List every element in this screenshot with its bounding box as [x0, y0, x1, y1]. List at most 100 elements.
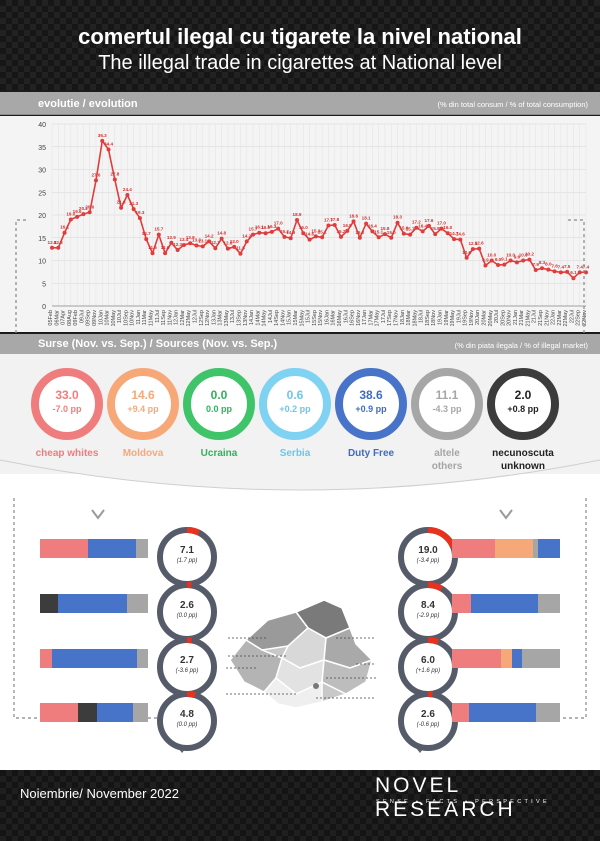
x-tick-label: 14Jul [268, 310, 274, 323]
data-label: 17.0 [437, 221, 446, 226]
data-point [320, 235, 325, 240]
x-tick-label: 14Nov [280, 310, 286, 326]
data-label: 15.1 [374, 229, 383, 234]
x-tick-label: 22Mar [557, 310, 563, 326]
data-point [565, 269, 570, 274]
x-tick-label: 21Jul [532, 310, 538, 323]
region-delta: (-3.6 pp) [175, 668, 199, 674]
x-tick-label: 16Jul [343, 310, 349, 323]
data-label: 11.6 [148, 245, 157, 250]
x-tick-label: 11May [149, 310, 155, 326]
x-tick-label: 22Jul [569, 310, 575, 323]
data-label: 19.0 [66, 212, 75, 217]
data-label: 15.9 [399, 226, 408, 231]
source-name: Ucraina [200, 448, 238, 459]
region-ring: 2.7 (-3.6 pp) [157, 637, 217, 697]
data-point [584, 270, 588, 275]
source-delta: 0.0 pp [205, 404, 232, 414]
x-tick-label: 12Nov [205, 310, 211, 326]
header-banner: comertul ilegal cu tigarete la nivel nat… [0, 0, 600, 90]
region-source-bar [40, 539, 148, 558]
x-tick-label: 08Aug [67, 310, 73, 326]
source-item: 14.6 +9.4 pp Moldova [106, 368, 180, 460]
x-tick-label: 20May [488, 310, 494, 327]
region-delta: (-3.4 pp) [416, 558, 440, 564]
bar-segment [452, 703, 470, 722]
x-tick-label: 18May [412, 310, 418, 327]
x-tick-label: 07Apr [61, 310, 67, 325]
region-source-bar [452, 703, 560, 722]
data-label: 15.1 [318, 229, 327, 234]
data-label: 24.4 [123, 187, 132, 192]
source-ring: 2.0 +0.8 pp [487, 368, 559, 440]
data-label: 8.3 [539, 260, 546, 265]
x-tick-label: 12Jan [174, 310, 180, 325]
data-point [131, 207, 136, 212]
x-tick-label: 19May [450, 310, 456, 327]
bar-segment [40, 649, 52, 668]
chart-panel: 0 5 10 15 20 25 30 35 40 05Feb 06Mar 07Apr 08Aug 09Fe… [0, 116, 600, 332]
source-item: 0.6 +0.2 pp Serbia [258, 368, 332, 460]
evolution-line-chart: 0 5 10 15 20 25 30 35 40 05Feb 06Mar 07Apr 08Aug 09Fe… [38, 122, 589, 327]
data-label: 12.7 [211, 240, 220, 245]
x-tick-label: 14Sep [274, 310, 280, 326]
data-label: 11.6 [161, 245, 170, 250]
data-label: 12.8 [54, 240, 63, 245]
x-tick-label: 15Sep [312, 310, 318, 326]
data-point [163, 251, 168, 256]
source-name: Moldova [122, 448, 164, 459]
x-tick-label: 12Jul [192, 310, 198, 323]
x-tick-label: 15May [299, 310, 305, 327]
source-ring: 0.0 0.0 pp [183, 368, 255, 440]
x-tick-label: 20Jul [494, 310, 500, 323]
source-delta: +0.2 pp [279, 404, 311, 414]
x-tick-label: 18Sep [425, 310, 431, 326]
source-name: altele [434, 448, 460, 459]
data-label: 17.0 [274, 221, 283, 226]
report-date: Noiembrie/ November 2022 [20, 786, 179, 801]
data-point [93, 178, 98, 183]
x-tick-label: 10Jul [117, 310, 123, 323]
romania-map [226, 599, 376, 709]
data-label: 21.6 [117, 200, 126, 205]
x-tick-label: 21Nov [544, 310, 550, 326]
data-point [433, 232, 438, 237]
bar-segment [538, 539, 560, 558]
region-delta: (0.0 pp) [176, 613, 198, 619]
data-label: 12.6 [223, 241, 232, 246]
bar-segment [97, 703, 133, 722]
data-label: 15.7 [249, 227, 258, 232]
data-label: 34.4 [104, 141, 113, 146]
bar-segment [538, 594, 560, 613]
source-name-en: unknown [501, 461, 545, 472]
x-tick-label: 19Jul [456, 310, 462, 323]
region-share-arc [427, 637, 440, 645]
source-value: 2.0 [514, 388, 532, 402]
y-tick-label: 20 [38, 213, 46, 220]
x-tick-label: 13Sep [236, 310, 242, 326]
region-ring: 19.0 (-3.4 pp) [398, 527, 458, 587]
data-point [119, 205, 124, 210]
data-point [426, 223, 431, 228]
source-ring: 11.1 -4.3 pp [411, 368, 483, 440]
data-point [540, 266, 545, 271]
title-romanian: comertul ilegal cu tigarete la nivel nat… [78, 24, 522, 49]
data-point [332, 223, 337, 228]
data-point [181, 243, 186, 248]
data-point [301, 231, 306, 236]
data-label: 13.8 [186, 235, 195, 240]
title-english: The illegal trade in cigarettes at Natio… [98, 52, 502, 74]
x-tick-label: 09Feb [73, 310, 79, 326]
bar-segment [452, 649, 501, 668]
data-point [527, 257, 532, 262]
bar-segment [495, 539, 533, 558]
x-tick-label: 12May [186, 310, 192, 327]
bar-segment [58, 594, 128, 613]
region-value: 19.0 [418, 545, 438, 556]
x-tick-label: 19Mar [444, 310, 450, 326]
source-item: 11.1 -4.3 pp altele others [410, 368, 484, 473]
data-label: 15.3 [311, 228, 320, 233]
source-name-en: others [431, 461, 463, 472]
data-label: 14.7 [142, 231, 151, 236]
data-label: 14.6 [305, 232, 314, 237]
